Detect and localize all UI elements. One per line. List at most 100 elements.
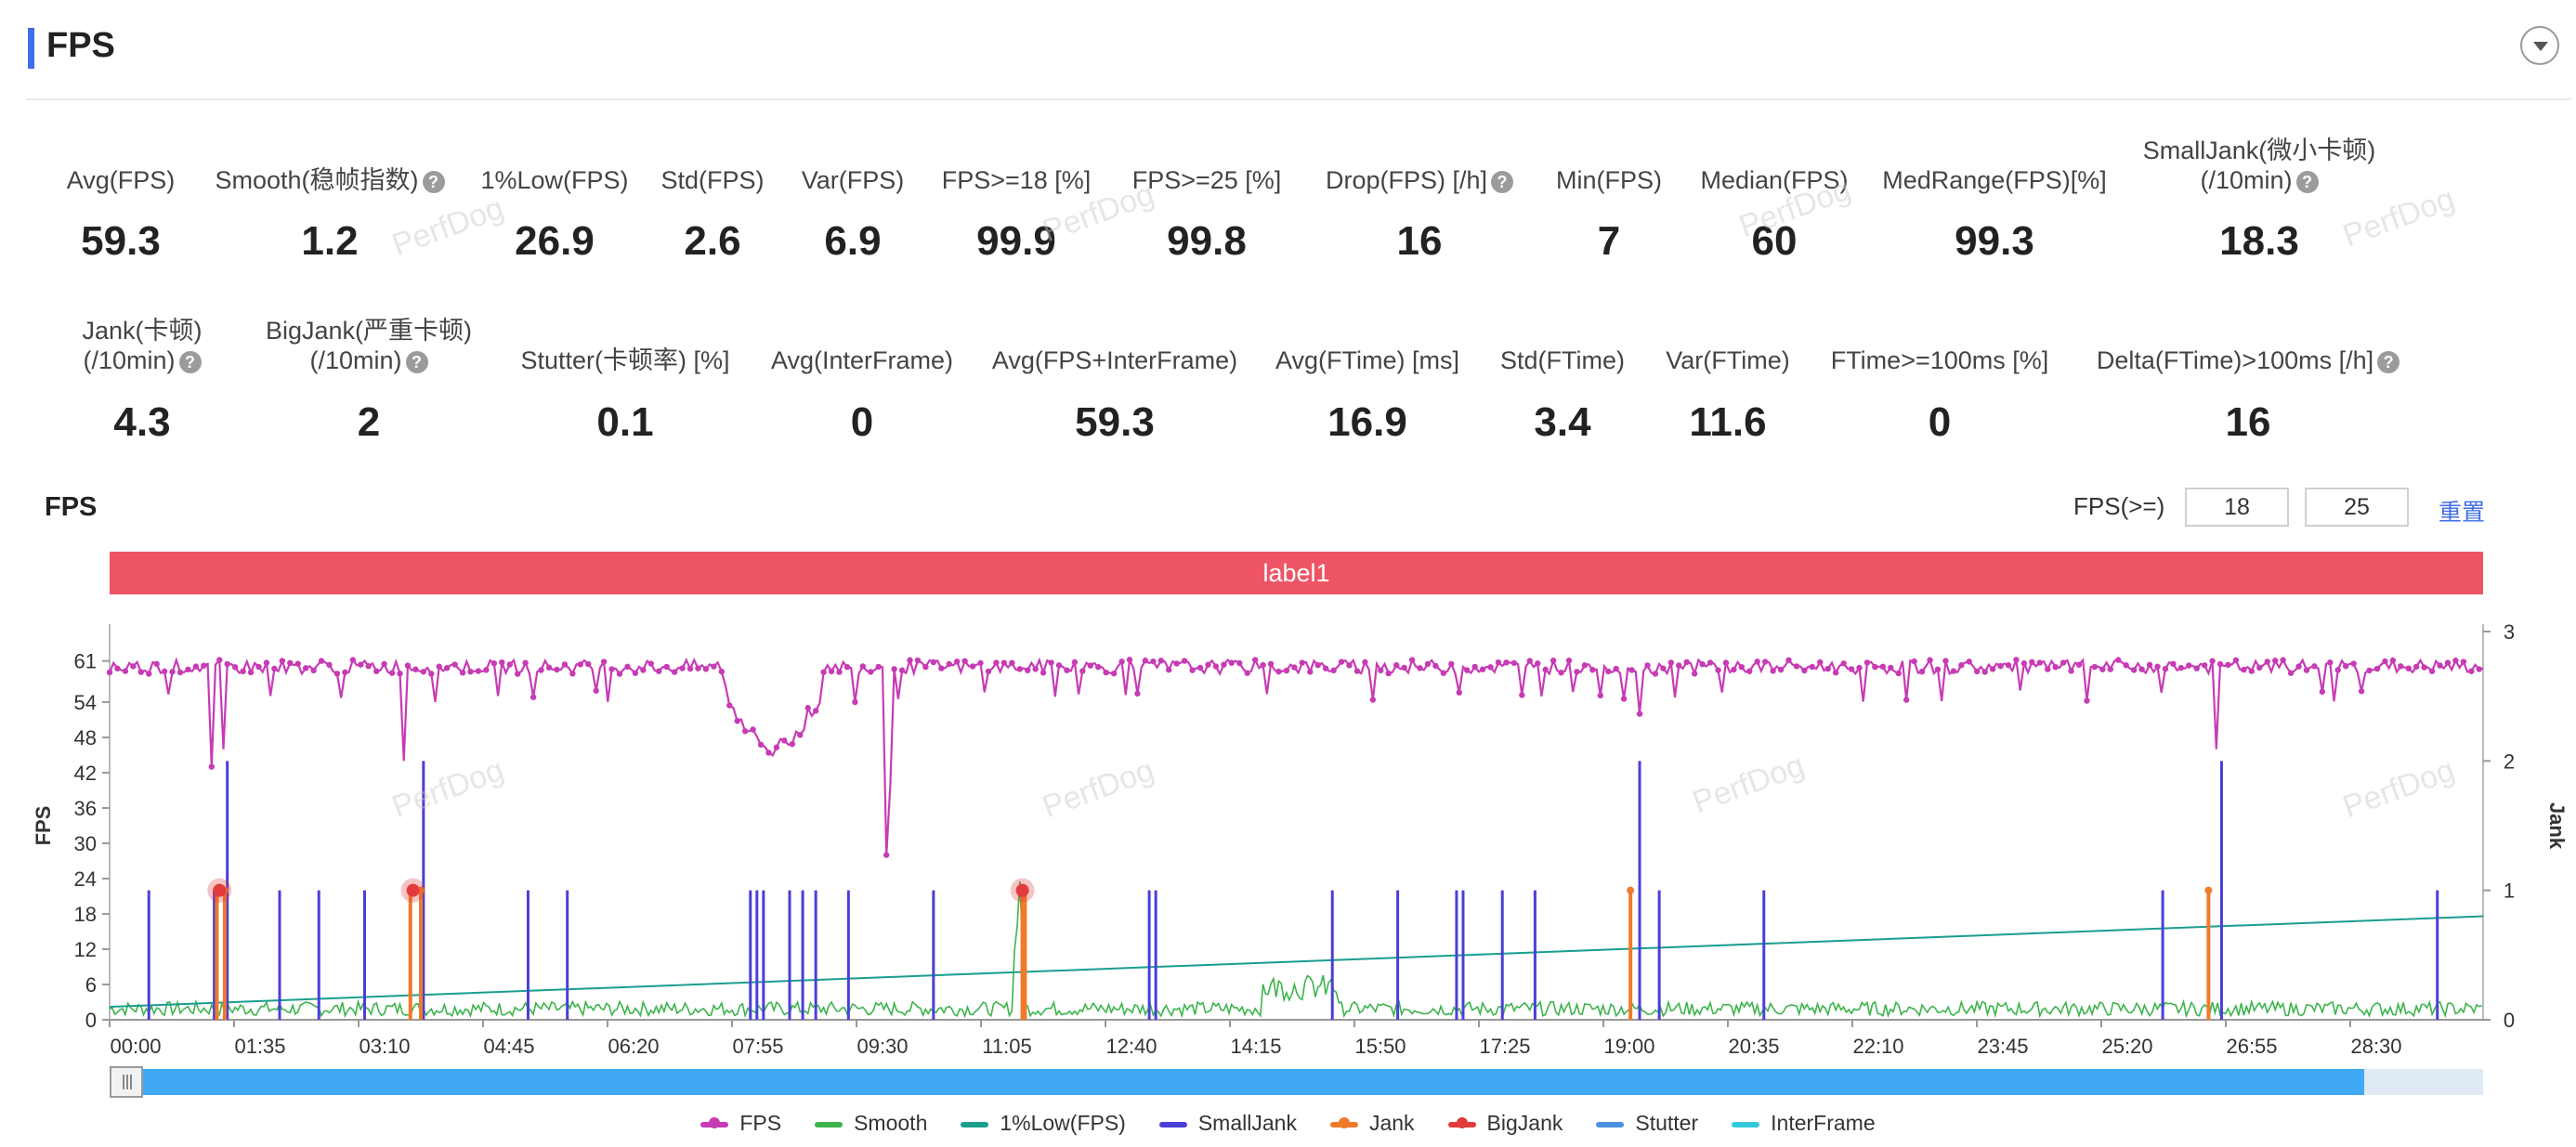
fps-point (2311, 663, 2318, 670)
fps-point (624, 663, 631, 671)
fps-point (1322, 665, 1329, 671)
fps-point (2271, 658, 2279, 664)
stat-min_fps: Min(FPS) 7 (1442, 165, 1776, 277)
fps-point (1393, 661, 1400, 669)
fps-point (1519, 692, 1525, 698)
fps-point (1785, 657, 1792, 663)
help-icon[interactable]: ? (422, 170, 445, 193)
fps-threshold-low-input[interactable] (2185, 488, 2289, 527)
fps-point (499, 658, 505, 666)
label-bar[interactable]: label1 (110, 552, 2483, 594)
legend-item-interframe[interactable]: InterFrame (1732, 1111, 1876, 1136)
collapse-chevron-icon[interactable] (2520, 26, 2559, 65)
scrollbar-handle-left[interactable] (110, 1066, 143, 1098)
fps-point (1173, 660, 1180, 667)
fps-point (146, 671, 152, 677)
fps-point (2154, 663, 2161, 670)
fps-point (2398, 663, 2404, 670)
fps-point (2248, 668, 2256, 674)
stat-drop: Drop(FPS) [/h]? 16 (1252, 165, 1587, 277)
stat-var_ftime: Var(FTime) 11.6 (1561, 345, 1895, 457)
stat-label: Avg(FPS) (66, 166, 176, 194)
stat-label: FPS>=25 [%] (1131, 166, 1282, 194)
legend-item-bigjank[interactable]: BigJank (1447, 1111, 1563, 1136)
help-icon[interactable]: ? (2377, 350, 2400, 373)
x-tick-label: 07:55 (732, 1035, 783, 1058)
fps-point (961, 658, 968, 664)
help-icon[interactable]: ? (178, 350, 202, 373)
legend-item-jank[interactable]: Jank (1329, 1111, 1415, 1136)
fps-point (1346, 662, 1353, 669)
help-icon[interactable]: ? (2295, 170, 2319, 193)
fps-point (1103, 669, 1109, 676)
fps-point (1738, 663, 1746, 671)
fps-point (977, 659, 984, 667)
fps-point (1644, 662, 1651, 669)
fps-point (475, 668, 482, 674)
fps-point (593, 687, 599, 694)
fps-point (1636, 710, 1643, 717)
help-icon[interactable]: ? (405, 350, 428, 373)
fps-point (2280, 657, 2286, 663)
fps-point (773, 744, 780, 750)
fps-threshold-label: FPS(>=) (2073, 492, 2165, 520)
fps-point (1236, 659, 1243, 667)
y2-tick-label: 3 (2504, 620, 2515, 644)
stat-value: 11.6 (1689, 399, 1767, 445)
legend-swatch (1732, 1121, 1760, 1127)
stat-var_fps: Var(FPS) 6.9 (686, 165, 1020, 277)
x-tick-label: 12:40 (1105, 1035, 1157, 1058)
stat-label-unit: (/10min)? (202, 345, 536, 375)
fps-point (2029, 658, 2035, 666)
fps-point (2201, 662, 2208, 669)
stat-avg_ftime: Avg(FTime) [ms] 16.9 (1200, 345, 1535, 457)
fps-point (828, 668, 835, 675)
fps-point (2468, 668, 2475, 674)
legend-item-stutter[interactable]: Stutter (1596, 1111, 1698, 1136)
fps-point (600, 658, 608, 665)
fps-point (2225, 661, 2231, 669)
fps-point (1503, 659, 1510, 666)
fps-point (1801, 667, 1808, 674)
fps-point (530, 694, 537, 700)
legend-item-1-low-fps-[interactable]: 1%Low(FPS) (961, 1111, 1126, 1136)
legend-item-smooth[interactable]: Smooth (815, 1111, 927, 1136)
fps-point (1166, 666, 1172, 673)
fps-point (137, 669, 144, 675)
legend-item-smalljank[interactable]: SmallJank (1158, 1111, 1297, 1136)
stat-label: Smooth(稳帧指数)? (163, 165, 497, 195)
fps-point (1510, 659, 1518, 667)
fps-point (993, 659, 1000, 666)
fps-point (1526, 658, 1533, 664)
fps-point (608, 666, 615, 672)
fps-point (177, 669, 184, 676)
stat-label-unit: (/10min)? (0, 345, 309, 375)
fps-threshold-high-input[interactable] (2305, 488, 2409, 527)
fps-point (2460, 658, 2467, 665)
stat-label: Avg(FTime) [ms] (1275, 346, 1459, 374)
fps-point (1722, 659, 1730, 666)
fps-point (2428, 668, 2436, 674)
fps-series-line (108, 656, 2484, 855)
fps-point (891, 666, 897, 672)
fps-point (287, 659, 294, 667)
help-icon[interactable]: ? (1491, 170, 1514, 193)
fps-point (216, 657, 223, 663)
stat-value: 3.4 (1534, 399, 1591, 445)
fps-point (2177, 664, 2185, 671)
fps-point (1550, 658, 1557, 664)
legend-item-fps[interactable]: FPS (700, 1111, 781, 1136)
stat-low1: 1%Low(FPS) 26.9 (387, 165, 722, 277)
stat-fps25: FPS>=25 [%] 99.8 (1040, 165, 1374, 277)
fps-point (1667, 659, 1675, 666)
fps-point (1464, 667, 1471, 673)
fps-point (1071, 658, 1079, 666)
fps-point (1840, 660, 1847, 667)
stat-value: 0 (1928, 399, 1952, 445)
stat-avg_fps_interframe: Avg(FPS+InterFrame) 59.3 (948, 345, 1282, 457)
fps-point (318, 658, 325, 664)
time-range-scrollbar[interactable] (110, 1069, 2483, 1095)
reset-link[interactable]: 重置 (2439, 500, 2486, 526)
stat-ftime100: FTime>=100ms [%] 0 (1772, 345, 2107, 457)
